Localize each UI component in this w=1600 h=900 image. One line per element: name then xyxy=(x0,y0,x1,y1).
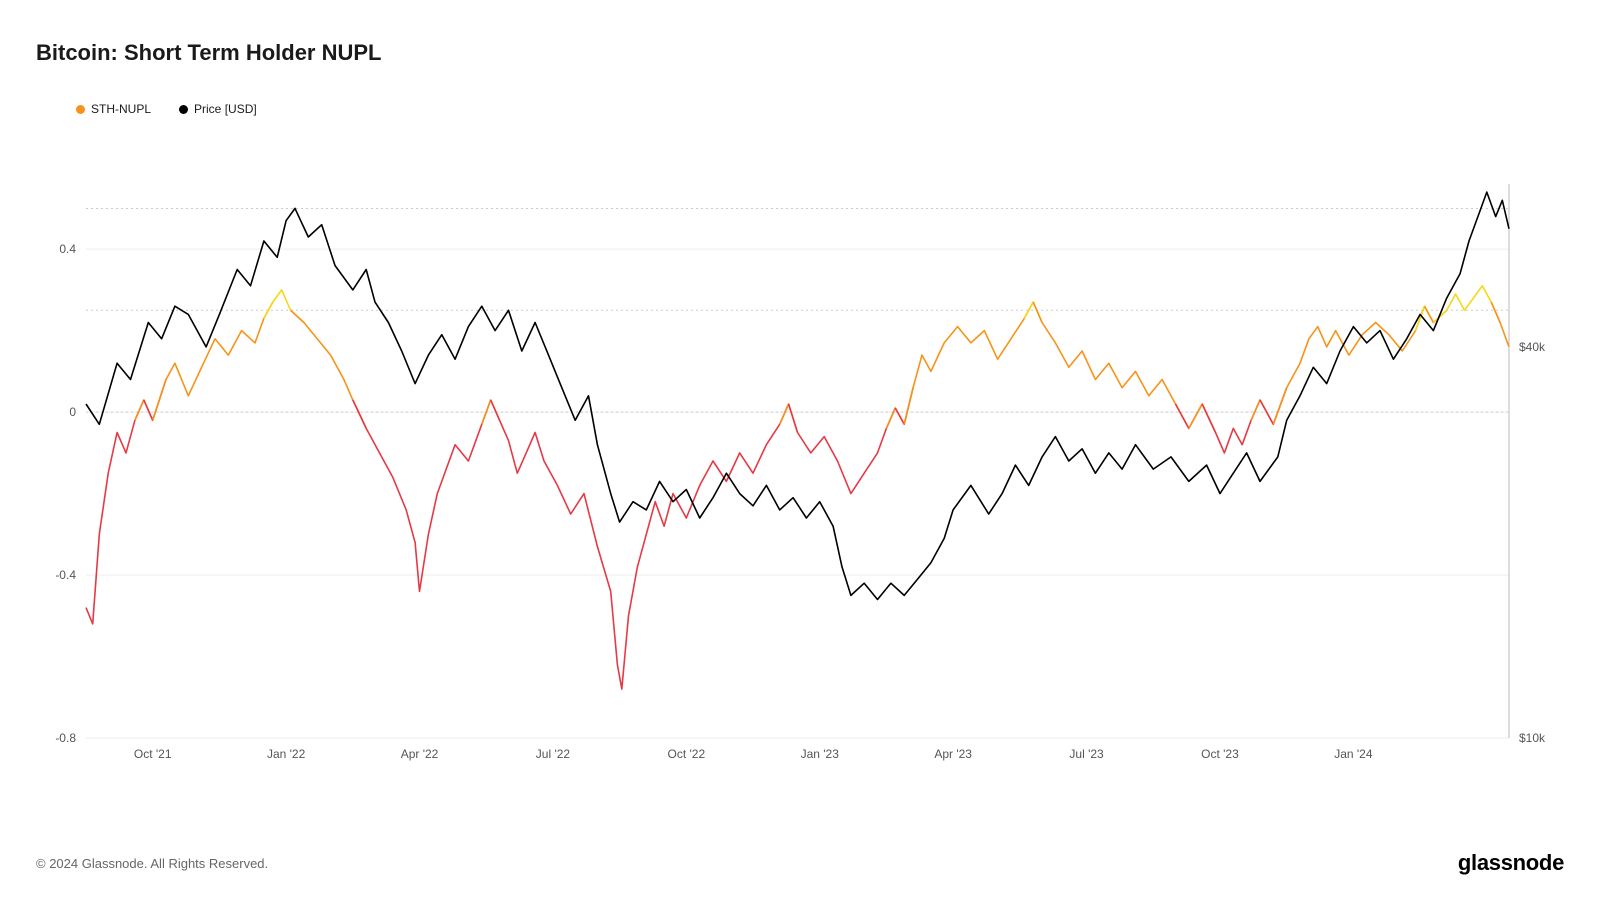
svg-text:Jul '22: Jul '22 xyxy=(536,747,571,761)
svg-text:0: 0 xyxy=(69,405,76,419)
svg-text:$40k: $40k xyxy=(1519,340,1546,354)
chart-container: -0.8 -0.4 0 0.4 $40k $10k Oct '21 Jan '22 Apr '2… xyxy=(36,124,1564,822)
footer: © 2024 Glassnode. All Rights Reserved. g… xyxy=(36,850,1564,876)
chart-svg: -0.8 -0.4 0 0.4 $40k $10k Oct '21 Jan '22 Apr '2… xyxy=(36,124,1564,822)
svg-text:Oct '22: Oct '22 xyxy=(668,747,706,761)
svg-text:Oct '21: Oct '21 xyxy=(134,747,172,761)
legend-item-price: Price [USD] xyxy=(179,102,257,116)
svg-text:-0.4: -0.4 xyxy=(55,568,76,582)
chart-title: Bitcoin: Short Term Holder NUPL xyxy=(36,40,1564,66)
legend: STH-NUPL Price [USD] xyxy=(36,102,1564,116)
copyright: © 2024 Glassnode. All Rights Reserved. xyxy=(36,856,268,871)
legend-dot-price xyxy=(179,105,188,114)
svg-text:Apr '22: Apr '22 xyxy=(401,747,439,761)
svg-text:Oct '23: Oct '23 xyxy=(1201,747,1239,761)
brand-logo: glassnode xyxy=(1458,850,1564,876)
plot-area: -0.8 -0.4 0 0.4 $40k $10k Oct '21 Jan '22 Apr '2… xyxy=(36,124,1564,822)
svg-text:$10k: $10k xyxy=(1519,731,1546,745)
svg-text:Apr '23: Apr '23 xyxy=(934,747,972,761)
svg-text:-0.8: -0.8 xyxy=(55,731,76,745)
svg-text:Jan '24: Jan '24 xyxy=(1334,747,1373,761)
svg-text:Jan '22: Jan '22 xyxy=(267,747,306,761)
svg-text:Jul '23: Jul '23 xyxy=(1069,747,1104,761)
legend-item-nupl: STH-NUPL xyxy=(76,102,151,116)
legend-label-price: Price [USD] xyxy=(194,102,257,116)
legend-dot-nupl xyxy=(76,105,85,114)
svg-text:Jan '23: Jan '23 xyxy=(801,747,840,761)
legend-label-nupl: STH-NUPL xyxy=(91,102,151,116)
svg-text:0.4: 0.4 xyxy=(59,242,76,256)
